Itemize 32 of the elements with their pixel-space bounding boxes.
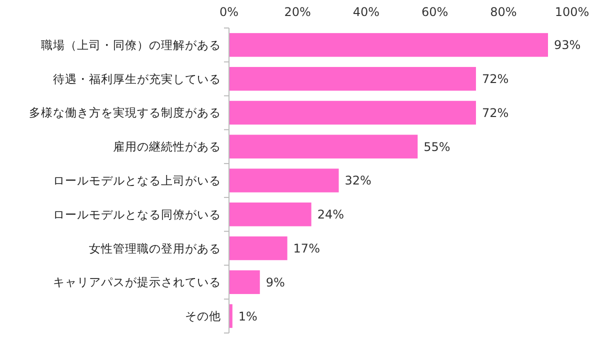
data-label: 17%	[293, 241, 320, 256]
y-tick-label: 女性管理職の登用がある	[89, 241, 221, 256]
y-tick-label: 雇用の継続性がある	[113, 140, 221, 154]
x-tick-label: 40%	[352, 5, 380, 19]
x-tick-label: 0%	[219, 5, 239, 19]
data-label: 32%	[344, 174, 372, 188]
data-label: 9%	[266, 275, 285, 290]
data-label: 93%	[554, 38, 581, 52]
y-tick-label: ロールモデルとなる同僚がいる	[53, 207, 221, 222]
y-tick-label: 待遇・福利厚生が充実している	[53, 72, 221, 86]
x-tick-label: 60%	[421, 5, 448, 19]
data-label: 24%	[317, 208, 344, 222]
bar	[229, 100, 476, 125]
x-tick-label: 100%	[554, 5, 590, 19]
y-tick-label: キャリアパスが提示されている	[53, 275, 221, 290]
y-tick-label: 多様な働き方を実現する制度がある	[29, 106, 221, 120]
x-tick-label: 80%	[490, 5, 517, 19]
bar	[229, 134, 418, 158]
bar	[229, 66, 476, 91]
bar	[229, 202, 312, 226]
bar	[229, 33, 548, 57]
bar	[229, 270, 260, 294]
y-tick-label: 職場（上司・同僚）の理解がある	[41, 38, 221, 52]
y-tick-label: その他	[185, 309, 221, 324]
data-label: 55%	[424, 140, 450, 154]
bar	[229, 236, 288, 260]
data-label: 72%	[482, 106, 509, 120]
bar	[229, 168, 339, 192]
y-tick-label: ロールモデルとなる上司がいる	[53, 174, 221, 188]
data-label: 1%	[238, 309, 258, 324]
x-tick-label: 20%	[284, 5, 311, 19]
data-label: 72%	[482, 72, 509, 86]
